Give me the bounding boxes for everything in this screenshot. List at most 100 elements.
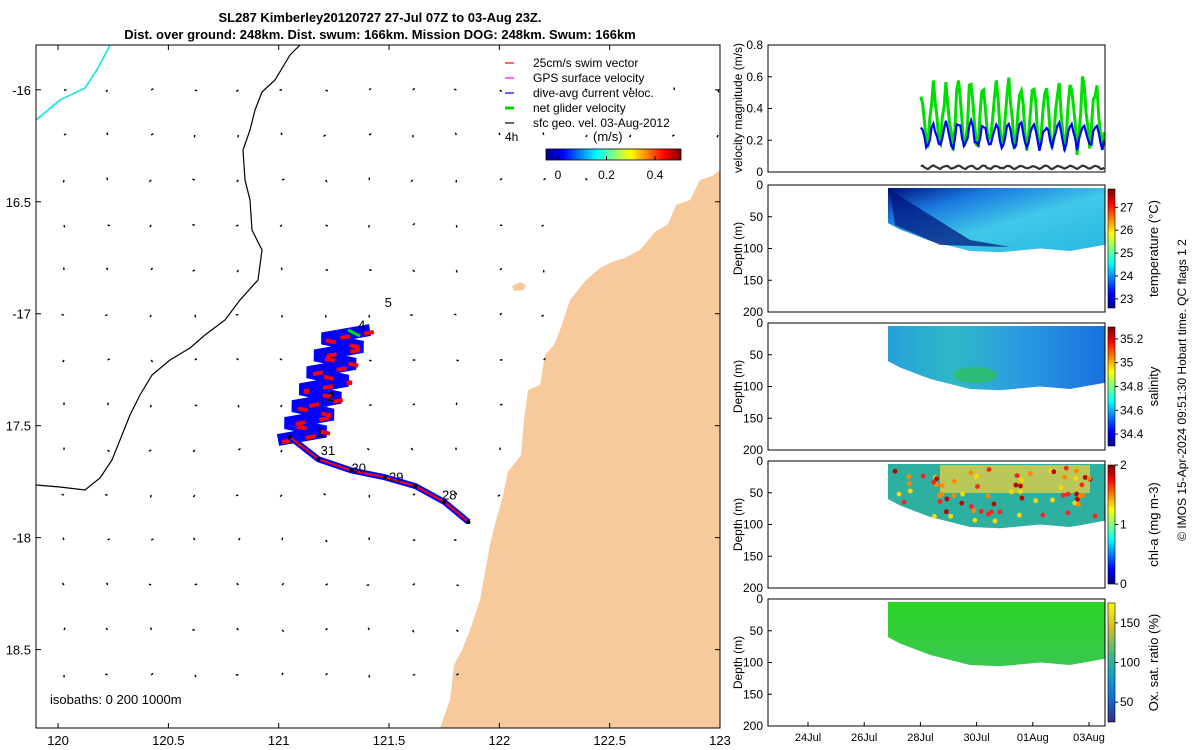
depth-axis-label: Depth (m) (731, 222, 745, 275)
chl-sample (920, 473, 926, 479)
geo-vector (236, 627, 239, 631)
geo-vector (279, 358, 283, 361)
velocity-ytick-label: 0.2 (746, 133, 763, 147)
geo-vector (237, 134, 240, 138)
geo-vector (543, 177, 546, 181)
geo-vector (236, 582, 239, 586)
chl-sample (1027, 471, 1033, 477)
day-label: 29 (389, 470, 403, 485)
day-labels: 5 4 2 1 31 30 29 28 (316, 295, 456, 503)
geo-vector (412, 269, 416, 273)
depth-tick-label: 100 (743, 518, 763, 532)
velocity-axes: 0 0.2 0.4 0.6 0.8 (746, 38, 772, 179)
chl-sample (937, 499, 943, 504)
chl-sample (1009, 489, 1014, 495)
map-ytick-label: 16.5 (6, 195, 31, 210)
velocity-ytick-label: 0 (756, 165, 763, 179)
time-tick-label: 26Jul (851, 732, 877, 744)
legend-dive-avg: dive-avg current veloc. (533, 86, 654, 100)
geo-vector (235, 224, 239, 227)
geo-vector (499, 177, 503, 181)
oxygen-field (888, 602, 1105, 667)
temperature-colorbar-label: temperature (°C) (1146, 200, 1161, 297)
colorbar-tick-label: 34.4 (1120, 427, 1144, 441)
geo-vector (149, 314, 152, 318)
geo-vector (281, 178, 285, 181)
chl-sample (1086, 475, 1092, 481)
chlorophyll-colorbar (1107, 464, 1116, 585)
velocity-colorbar (545, 148, 682, 161)
geo-vector (325, 672, 328, 676)
track-point (349, 468, 354, 473)
velocity-lines (919, 76, 1106, 171)
oxygen-colorbar-label: Ox. sat. ratio (%) (1146, 614, 1161, 712)
map-xtick-label: 123 (709, 733, 731, 748)
credit-text: © IMOS 15-Apr-2024 09:51:30 Hobart time.… (1175, 239, 1189, 541)
geo-vector (61, 313, 65, 316)
geo-vector (238, 448, 241, 451)
time-tick-label: 30Jul (963, 732, 989, 744)
temperature-panel: 0 50 100 150 200 Depth (m) 23 24 25 26 27 temperatu… (731, 178, 1161, 319)
colorbar-tick-label: 27 (1120, 200, 1134, 214)
depth-tick-label: 50 (750, 348, 764, 362)
geo-vector (105, 673, 108, 676)
geo-vector (194, 89, 198, 92)
geo-vector (236, 269, 240, 273)
depth-tick-label: 50 (750, 624, 764, 638)
chl-sample (1050, 497, 1055, 503)
chl-sample (974, 473, 979, 479)
oxygen-colorbar (1107, 602, 1116, 723)
geo-vector (541, 314, 544, 317)
depth-axis-label: Depth (m) (731, 498, 745, 551)
chl-sample (968, 470, 974, 476)
chl-sample (906, 474, 912, 480)
geo-vector (325, 627, 328, 631)
velocity-ytick-label: 0.6 (746, 70, 763, 84)
geo-vector (455, 492, 458, 496)
geo-vector (148, 583, 152, 586)
depth-tick-label: 150 (743, 273, 763, 287)
geo-vector (105, 89, 109, 93)
salinity-colorbar-label: salinity (1146, 366, 1161, 406)
geo-vector (148, 179, 152, 183)
geo-vector (455, 269, 458, 273)
geo-vector (453, 313, 457, 316)
geo-vector (279, 224, 283, 228)
chl-sample (992, 518, 998, 524)
time-tick-label: 01Aug (1017, 732, 1049, 744)
geo-vector (62, 537, 65, 541)
colorbar-tick-label: 23 (1120, 292, 1134, 306)
geo-vector (192, 269, 196, 272)
depth-axis-label: Depth (m) (731, 360, 745, 413)
oxygen-panel: 0 50 100 150 200 Depth (m) 50 100 150 Ox. sat. ra… (731, 592, 1161, 744)
geo-vector (150, 538, 154, 541)
chl-sample (971, 508, 977, 514)
chl-sample (997, 509, 1003, 515)
geo-vector (368, 133, 372, 136)
chl-sample (1073, 475, 1079, 481)
map-legend: 25cm/s swim vector GPS surface velocity … (505, 56, 682, 182)
geo-vector (236, 179, 239, 183)
geo-vector (323, 134, 326, 137)
chl-sample (1058, 485, 1064, 490)
day-label: 28 (442, 488, 456, 503)
geo-vector (412, 582, 416, 586)
geo-vector (149, 404, 152, 408)
chl-sample (1017, 512, 1022, 518)
chl-sample (1076, 502, 1081, 507)
colorbar-tick-label: 26 (1120, 223, 1134, 237)
geo-vector (543, 357, 546, 361)
geo-vector (107, 538, 111, 541)
velocity-series-1 (919, 116, 1106, 154)
chl-sample (939, 483, 945, 488)
map-axes: 120 120.5 121 121.5 122 122.5 123-1616.5-1717.… (6, 45, 731, 748)
depth-tick-label: 100 (743, 656, 763, 670)
salinity-colorbar (1107, 326, 1116, 447)
geo-vector (237, 537, 241, 541)
track-point (287, 434, 292, 439)
chl-sample (1092, 513, 1098, 519)
geo-vector (412, 222, 416, 226)
colorbar-tick-label: 2 (1120, 458, 1127, 472)
geo-vector (499, 224, 503, 227)
geo-vector (323, 449, 326, 452)
